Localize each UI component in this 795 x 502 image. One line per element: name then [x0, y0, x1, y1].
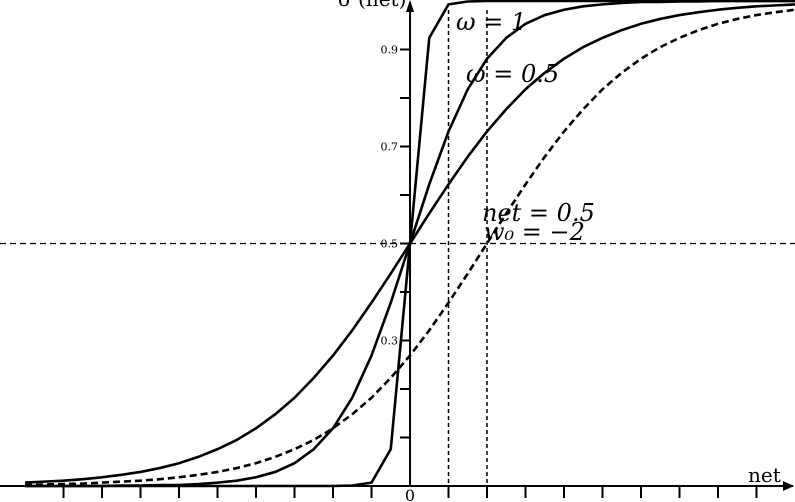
annotation: net = 0.5 — [482, 199, 595, 227]
y-tick-label: 0.9 — [381, 44, 399, 57]
annotation: ω = 1 — [456, 8, 526, 36]
x-tick-label: 0 — [405, 486, 415, 502]
curve — [24, 8, 795, 487]
y-tick-label: 0.5 — [381, 238, 399, 251]
y-axis-label: σ (net) — [338, 0, 406, 11]
curve — [24, 3, 795, 484]
annotation: ω = 0.5 — [466, 60, 559, 88]
x-axis-arrow — [783, 481, 794, 491]
y-tick-label: 0.3 — [381, 335, 399, 348]
y-axis-arrow — [406, 0, 415, 12]
annotation: w₀ = −2 — [484, 218, 585, 246]
x-axis-label: net — [748, 463, 781, 487]
y-tick-label: 0.7 — [381, 141, 399, 154]
